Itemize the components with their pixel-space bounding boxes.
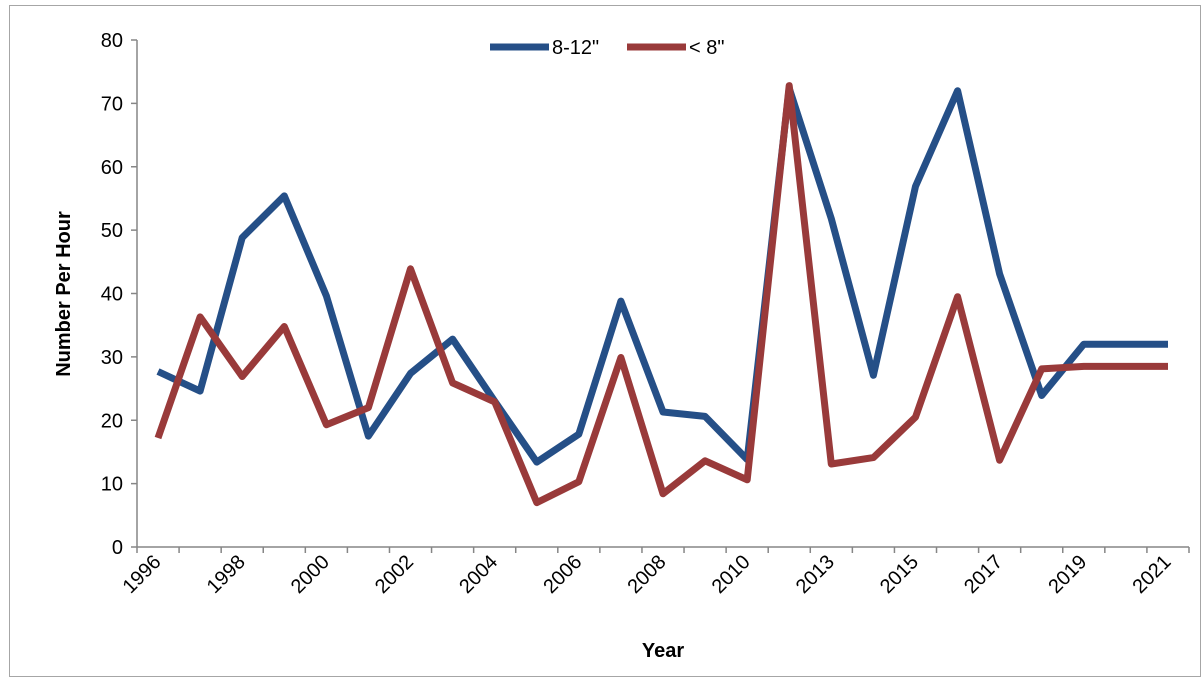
x-tick-label: 2006 bbox=[539, 551, 586, 598]
y-tick-label: 20 bbox=[101, 410, 123, 432]
series-line-lt-8 bbox=[154, 82, 1168, 507]
axes bbox=[136, 40, 1189, 548]
y-ticks: 0 10 20 30 40 50 60 70 80 bbox=[101, 30, 137, 559]
y-tick-label: 50 bbox=[101, 220, 123, 242]
x-tick-label: 2008 bbox=[624, 551, 671, 598]
y-tick-label: 40 bbox=[101, 284, 123, 306]
y-tick-label: 10 bbox=[101, 474, 123, 496]
x-tick-label: 1996 bbox=[119, 551, 166, 598]
x-tick-label: 2000 bbox=[287, 551, 334, 598]
x-tick-label: 2002 bbox=[371, 551, 418, 598]
y-tick-label: 0 bbox=[112, 537, 123, 559]
series-line-8-12 bbox=[156, 84, 1168, 466]
x-ticks: 1996 1998 2000 2002 2004 2006 2008 2010 2013 2015… bbox=[119, 547, 1190, 598]
legend-label-8-12: 8-12" bbox=[552, 37, 599, 59]
series-layer bbox=[154, 82, 1168, 507]
x-tick-label: 2013 bbox=[792, 551, 839, 598]
x-axis-title: Year bbox=[642, 640, 684, 662]
y-tick-label: 60 bbox=[101, 157, 123, 179]
x-tick-label: 2015 bbox=[876, 551, 923, 598]
y-tick-label: 80 bbox=[101, 30, 123, 52]
legend: 8-12" < 8" bbox=[490, 37, 724, 59]
x-tick-label: 2004 bbox=[455, 551, 502, 598]
x-tick-label: 2021 bbox=[1128, 551, 1175, 598]
x-tick-label: 2019 bbox=[1044, 551, 1091, 598]
y-axis-title: Number Per Hour bbox=[53, 211, 75, 377]
x-tick-label: 1998 bbox=[203, 551, 250, 598]
y-tick-label: 30 bbox=[101, 347, 123, 369]
x-tick-label: 2017 bbox=[960, 551, 1007, 598]
legend-label-lt-8: < 8" bbox=[689, 37, 724, 59]
y-tick-label: 70 bbox=[101, 93, 123, 115]
x-tick-label: 2010 bbox=[708, 551, 755, 598]
